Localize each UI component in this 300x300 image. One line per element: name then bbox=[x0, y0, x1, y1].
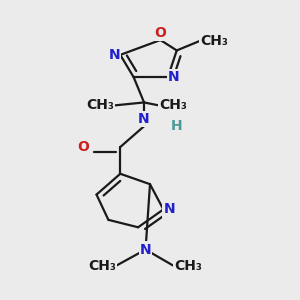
Text: CH₃: CH₃ bbox=[174, 259, 202, 273]
Text: O: O bbox=[154, 26, 166, 40]
Text: CH₃: CH₃ bbox=[159, 98, 187, 112]
Text: N: N bbox=[140, 243, 152, 256]
Text: CH₃: CH₃ bbox=[200, 34, 228, 48]
Text: N: N bbox=[168, 70, 179, 84]
Text: H: H bbox=[171, 119, 182, 133]
Text: N: N bbox=[164, 202, 175, 216]
Text: N: N bbox=[109, 48, 120, 62]
Text: N: N bbox=[138, 112, 150, 126]
Text: CH₃: CH₃ bbox=[88, 259, 116, 273]
Text: CH₃: CH₃ bbox=[86, 98, 114, 112]
Text: O: O bbox=[77, 140, 89, 154]
